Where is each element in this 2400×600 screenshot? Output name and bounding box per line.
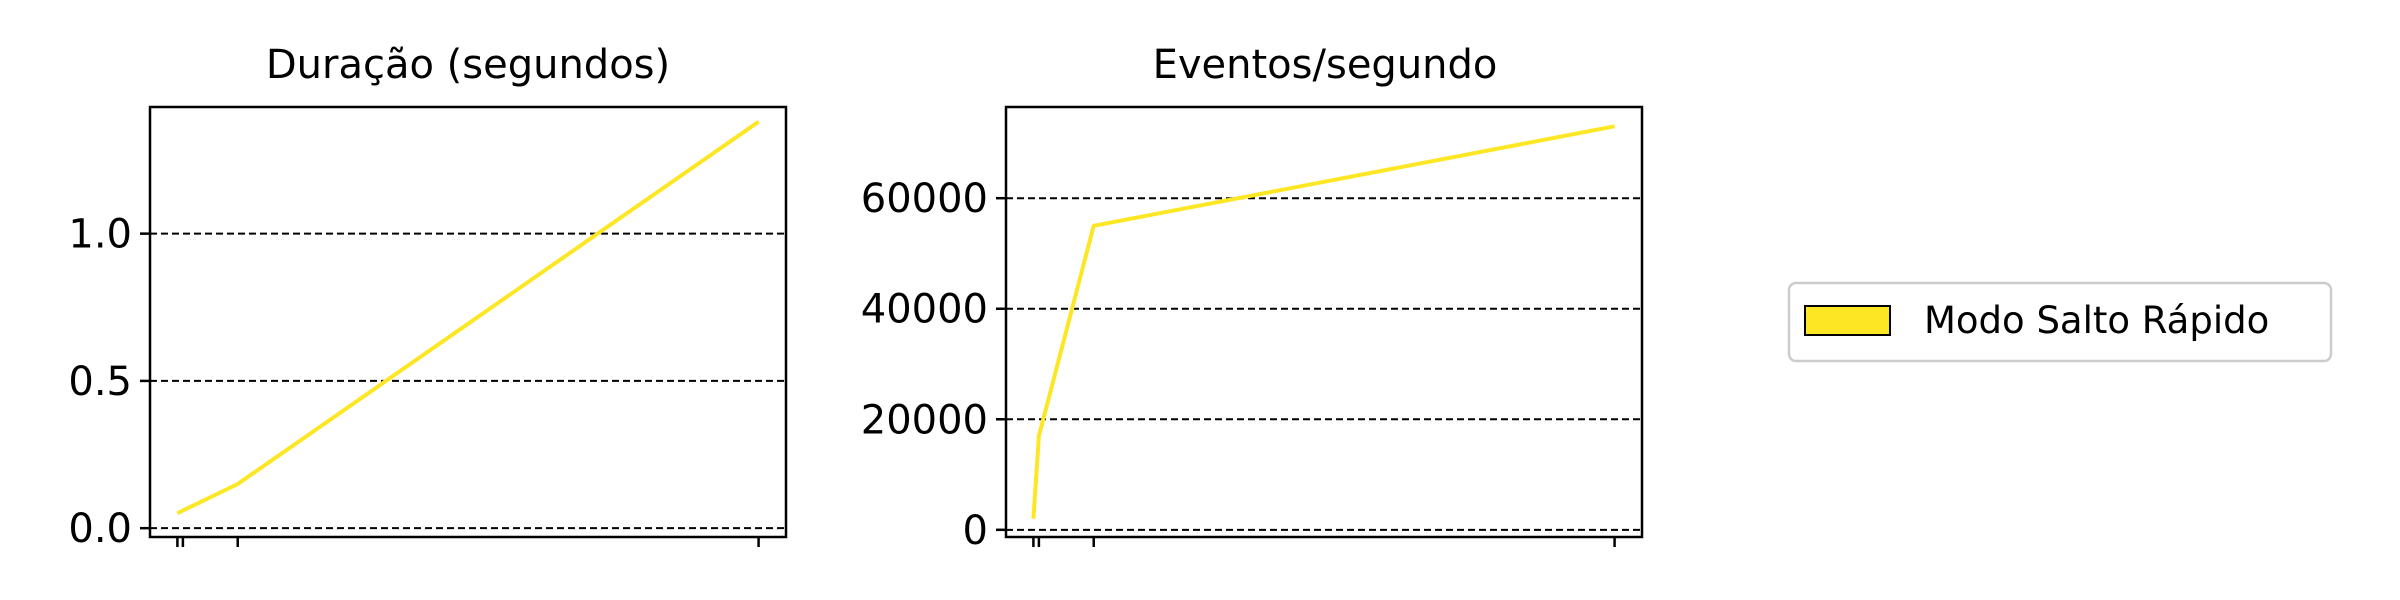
y-tick-label: 1.0	[68, 212, 132, 258]
y-tick-label: 40000	[861, 287, 988, 333]
y-tick-label: 0.0	[68, 506, 132, 552]
chart-title: Eventos/segundo	[1153, 42, 1498, 88]
x-ticks	[1032, 537, 1616, 547]
series-line	[176, 120, 760, 516]
chart-duration: Duração (segundos) 0.0 0.5 1.0	[68, 42, 788, 552]
y-ticks: 0.0 0.5 1.0	[68, 212, 150, 552]
plot-frame	[148, 105, 788, 539]
grid-lines	[1006, 197, 1642, 531]
x-ticks	[176, 537, 760, 547]
series-lines	[1031, 124, 1615, 519]
y-tick-label: 0.5	[68, 359, 132, 405]
legend-swatch	[1804, 305, 1891, 336]
grid-lines	[150, 232, 786, 530]
chart-events-per-second: Eventos/segundo 0 20000 40000 60000	[861, 42, 1644, 554]
plot-frame	[1004, 105, 1644, 539]
legend-frame	[1787, 281, 2333, 363]
legend: Modo Salto Rápido	[1787, 281, 2333, 363]
y-ticks: 0 20000 40000 60000	[861, 176, 1006, 554]
y-tick-label: 60000	[861, 176, 988, 222]
series-lines	[176, 120, 760, 516]
legend-label: Modo Salto Rápido	[1924, 299, 2269, 342]
series-line	[1031, 124, 1615, 519]
y-tick-label: 0	[963, 508, 988, 554]
chart-title: Duração (segundos)	[266, 42, 670, 88]
y-tick-label: 20000	[861, 397, 988, 443]
